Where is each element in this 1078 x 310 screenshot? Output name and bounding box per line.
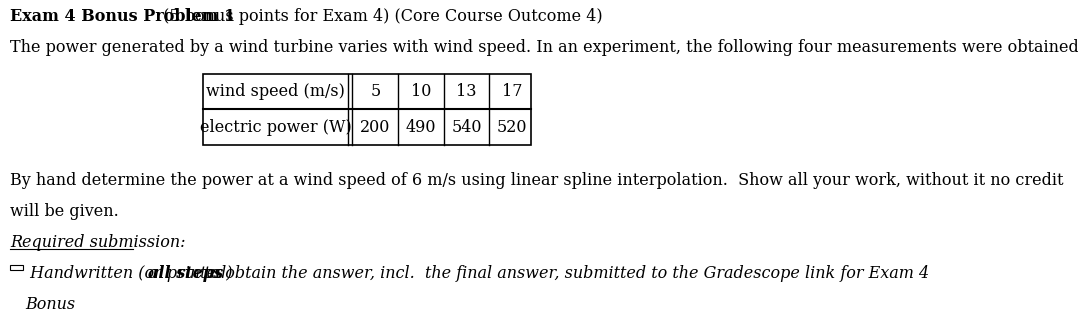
Text: 200: 200 [360,118,390,135]
Text: Handwritten (or printed): Handwritten (or printed) [25,265,238,282]
Text: (5 bonus points for Exam 4) (Core Course Outcome 4): (5 bonus points for Exam 4) (Core Course… [157,8,603,25]
Text: 10: 10 [411,83,431,100]
Bar [10,265,23,270]
Text: 13: 13 [456,83,476,100]
Text: 5: 5 [370,83,381,100]
Text: all steps: all steps [148,265,223,282]
Text: 17: 17 [502,83,523,100]
Text: wind speed (m/s): wind speed (m/s) [206,83,345,100]
Text: Bonus: Bonus [25,296,75,310]
Text: Required submission:: Required submission: [10,234,185,251]
Text: 520: 520 [497,118,527,135]
Text: will be given.: will be given. [10,203,119,220]
Text: electric power (W): electric power (W) [199,118,351,135]
Text: to obtain the answer, incl.  the final answer, submitted to the Gradescope link : to obtain the answer, incl. the final an… [199,265,929,282]
Text: 540: 540 [452,118,482,135]
Text: The power generated by a wind turbine varies with wind speed. In an experiment, : The power generated by a wind turbine va… [10,39,1078,56]
Text: Exam 4 Bonus Problem 1: Exam 4 Bonus Problem 1 [10,8,235,25]
Text: By hand determine the power at a wind speed of 6 m/s using linear spline interpo: By hand determine the power at a wind sp… [10,172,1064,189]
Text: 490: 490 [405,118,437,135]
